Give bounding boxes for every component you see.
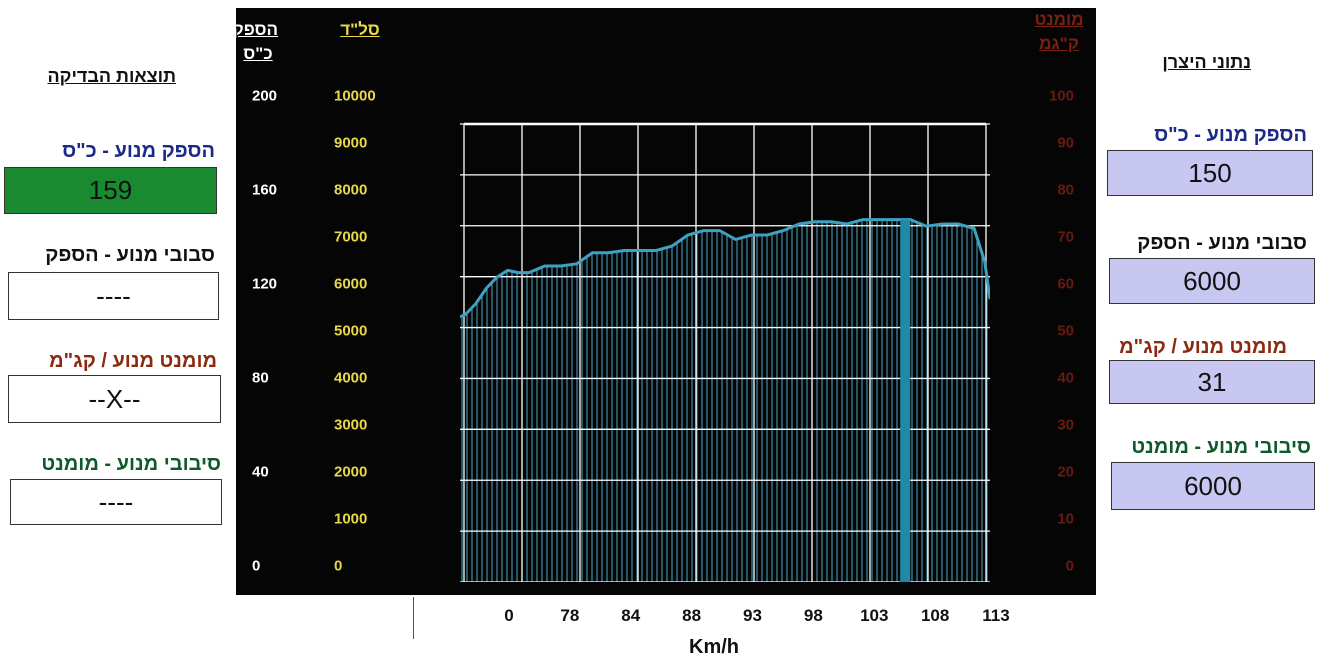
torque-axis-tick: 10	[1057, 510, 1074, 528]
torque-axis-tick: 40	[1057, 369, 1074, 387]
x-axis-tick: 84	[621, 606, 641, 625]
result-rpm-power-value-box: ----	[8, 272, 219, 320]
torque-axis-tick: 80	[1057, 181, 1074, 199]
result-power-value-box: 159	[4, 167, 217, 214]
power-axis-tick: 160	[252, 181, 278, 199]
mfr-power-value: 150	[1188, 157, 1232, 188]
peak-marker	[900, 219, 911, 582]
mfr-rpm-power-value-box: 6000	[1109, 258, 1315, 304]
rpm-axis-tick: 0	[334, 557, 343, 575]
rpm-axis-tick: 7000	[334, 228, 368, 246]
result-torque-value: --X--	[88, 383, 141, 414]
torque-axis-tick: 30	[1057, 416, 1074, 434]
x-axis-tick: 108	[920, 606, 950, 625]
power-axis-tick: 200	[252, 87, 278, 105]
result-torque-value-box: --X--	[8, 375, 221, 423]
rpm-axis-tick: 8000	[334, 181, 368, 199]
torque-axis-tick: 60	[1057, 275, 1074, 293]
power-curve-line	[460, 218, 990, 319]
rpm-axis-tick: 10000	[334, 87, 376, 105]
mfr-rpm-power-label: סבובי מנוע - הספק	[1137, 232, 1307, 254]
plot-fill-lines	[461, 219, 988, 582]
rpm-axis-tick: 2000	[334, 463, 368, 481]
torque-axis-tick: 20	[1057, 463, 1074, 481]
rpm-axis-tick: 5000	[334, 322, 368, 340]
torque-axis-tick: 70	[1057, 228, 1074, 246]
result-power-value: 159	[88, 175, 133, 205]
x-axis-tick: 0	[504, 606, 514, 625]
torque-axis-tick: 50	[1057, 322, 1074, 340]
power-axis-head: הספק כ"ס	[232, 18, 278, 66]
x-axis-tick: 88	[682, 606, 702, 625]
power-axis-tick: 40	[252, 463, 269, 481]
rpm-axis-tick: 3000	[334, 416, 368, 434]
power-axis-tick: 80	[252, 369, 269, 387]
mfr-rpm-torque-value-box: 6000	[1111, 462, 1315, 510]
rpm-axis-tick: 9000	[334, 134, 368, 152]
x-axis-tick: 113	[982, 606, 1010, 625]
mfr-power-value-box: 150	[1107, 150, 1313, 196]
rpm-axis-tick: 1000	[334, 510, 368, 528]
torque-axis-tick: 0	[1065, 557, 1074, 575]
power-axis-head-line2: כ"ס	[243, 44, 273, 63]
mfr-torque-value: 31	[1197, 366, 1227, 397]
rpm-axis-tick: 6000	[334, 275, 368, 293]
mfr-rpm-power-value: 6000	[1183, 265, 1241, 296]
x-axis-tick: 78	[560, 606, 580, 625]
x-axis-tick: 93	[743, 606, 762, 625]
result-rpm-power-label: סבובי מנוע - הספק	[45, 244, 215, 266]
x-axis-tick: 98	[803, 606, 823, 625]
mfr-power-label: הספק מנוע - כ"ס	[1154, 124, 1307, 146]
mfr-torque-label: מומנט מנוע / קג"מ	[1119, 336, 1287, 358]
divider-line	[413, 597, 414, 639]
power-axis-tick: 0	[252, 557, 261, 575]
mfr-rpm-torque-label: סיבובי מנוע - מומנט	[1131, 436, 1311, 458]
result-rpm-power-value: ----	[96, 280, 131, 311]
power-axis-head-line1: הספק	[232, 20, 278, 39]
rpm-axis-head: סל"ד	[340, 20, 380, 39]
torque-axis-head-line2: ק"גמ	[1039, 34, 1079, 53]
result-rpm-torque-label: סיבובי מנוע - מומנט	[41, 453, 221, 475]
mfr-torque-value-box: 31	[1109, 360, 1315, 404]
power-axis-tick: 120	[252, 275, 278, 293]
test-results-heading: תוצאות הבדיקה	[47, 66, 176, 86]
rpm-axis-tick: 4000	[334, 369, 368, 387]
result-power-label: הספק מנוע - כ"ס	[62, 140, 215, 162]
chart-panel	[236, 8, 1096, 595]
result-torque-label: מומנט מנוע / קג"מ	[49, 350, 217, 372]
torque-axis-head: מומנט ק"גמ	[1024, 8, 1094, 56]
torque-axis-head-line1: מומנט	[1034, 10, 1084, 29]
x-axis-label: Km/h	[689, 636, 739, 658]
x-axis-tick: 103	[860, 606, 889, 625]
mfr-rpm-torque-value: 6000	[1184, 470, 1242, 501]
torque-axis-tick: 90	[1057, 134, 1074, 152]
result-rpm-torque-value: ----	[98, 486, 134, 517]
manufacturer-heading: נתוני היצרן	[1162, 52, 1251, 72]
torque-axis-tick: 100	[1048, 87, 1074, 105]
plot-grid	[460, 122, 990, 582]
result-rpm-torque-value-box: ----	[10, 479, 222, 525]
power-curve-plot	[460, 122, 990, 582]
